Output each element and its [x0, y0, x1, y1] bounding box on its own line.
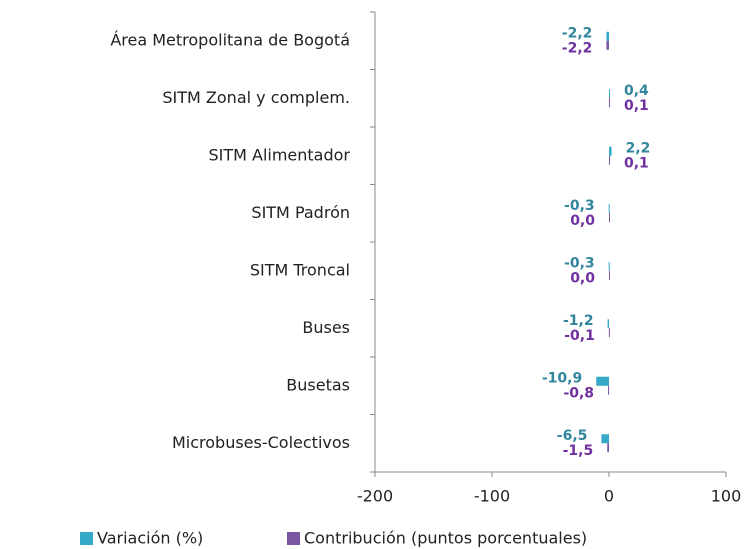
- data-label: -1,5: [563, 443, 594, 459]
- category-label: SITM Zonal y complem.: [162, 88, 350, 107]
- bar: [607, 443, 609, 453]
- bar: [608, 204, 610, 214]
- data-label: 0,4: [624, 83, 649, 99]
- data-label: -2,2: [562, 25, 593, 41]
- category-label: SITM Troncal: [250, 260, 350, 279]
- data-label: 0,1: [624, 98, 649, 114]
- data-label: 0,0: [570, 213, 595, 229]
- category-label: SITM Padrón: [251, 203, 350, 222]
- category-label: Buses: [302, 318, 350, 337]
- data-label: -0,1: [564, 328, 595, 344]
- x-tick-label: -100: [474, 487, 510, 506]
- data-label: 2,2: [626, 140, 651, 156]
- data-label: -0,3: [564, 255, 595, 271]
- bar: [596, 376, 609, 386]
- data-label: -0,8: [563, 385, 594, 401]
- bar: [609, 213, 610, 223]
- bar: [608, 261, 610, 271]
- bar: [608, 328, 610, 338]
- bar: [607, 319, 609, 329]
- bar: [609, 146, 612, 156]
- bar: [606, 31, 609, 41]
- x-tick-label: 0: [604, 487, 614, 506]
- legend-swatch: [80, 532, 93, 545]
- bar: [601, 434, 609, 444]
- bar: [609, 89, 610, 99]
- category-label: Microbuses-Colectivos: [172, 433, 350, 452]
- data-label: 0,0: [570, 270, 595, 286]
- category-label: Busetas: [286, 375, 350, 394]
- data-label: 0,1: [624, 155, 649, 171]
- bar: [609, 270, 610, 280]
- category-label: SITM Alimentador: [208, 145, 350, 164]
- data-label: -10,9: [542, 370, 582, 386]
- bar: [609, 98, 610, 108]
- x-tick-label: -200: [357, 487, 393, 506]
- data-label: -6,5: [557, 428, 588, 444]
- category-label: Área Metropolitana de Bogotá: [110, 30, 350, 49]
- x-tick-label: 100: [711, 487, 742, 506]
- data-label: -2,2: [562, 40, 593, 56]
- data-label: -1,2: [563, 313, 594, 329]
- legend-label: Contribución (puntos porcentuales): [304, 529, 587, 548]
- data-label: -0,3: [564, 198, 595, 214]
- legend-swatch: [287, 532, 300, 545]
- bar: [608, 385, 610, 395]
- bar: [606, 40, 609, 50]
- legend-label: Variación (%): [97, 529, 203, 548]
- bar: [609, 155, 610, 165]
